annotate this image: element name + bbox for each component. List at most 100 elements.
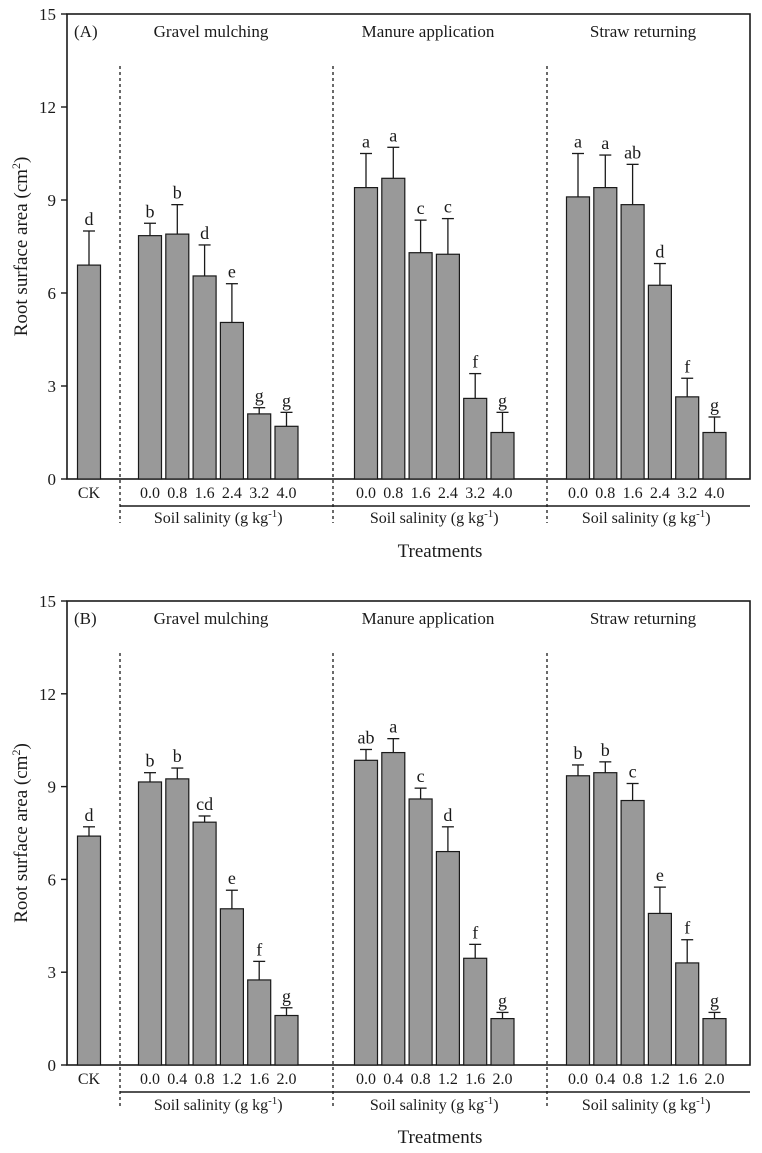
salinity-axis-label-text: Soil salinity (g kg <box>582 1097 696 1114</box>
significance-letter-g2-5: f <box>472 352 478 372</box>
x-tick-label-g3-2: 0.4 <box>595 1071 615 1088</box>
salinity-axis-label-close: ) <box>493 510 498 527</box>
significance-letter-g1-4: e <box>228 262 236 282</box>
bar-g2-1 <box>353 187 379 480</box>
bar-g1-1 <box>137 235 163 480</box>
significance-letter-g3-1: a <box>574 132 582 152</box>
significance-letter-g1-1: b <box>146 201 155 221</box>
significance-letter-g3-3: c <box>629 762 637 782</box>
bar-g3-3 <box>620 204 645 480</box>
x-tick-label-g2-2: 0.8 <box>383 485 403 502</box>
significance-letter-g1-6: g <box>282 986 291 1006</box>
x-tick-label-g2-6: 2.0 <box>493 1071 513 1088</box>
salinity-axis-label-text: Soil salinity (g kg <box>582 510 696 527</box>
bar-g1-6 <box>274 1014 299 1066</box>
significance-letter-g2-4: d <box>443 805 452 825</box>
x-tick-label-g3-6: 2.0 <box>705 1071 725 1088</box>
y-tick-label: 9 <box>48 191 57 210</box>
y-tick-label: 0 <box>48 1056 57 1075</box>
significance-letter-g3-2: a <box>601 133 609 153</box>
significance-letter-g1-2: b <box>173 183 182 203</box>
x-tick-label-g2-1: 0.0 <box>356 485 376 502</box>
salinity-axis-label-close: ) <box>705 510 710 527</box>
x-tick-label-g2-1: 0.0 <box>356 1071 376 1088</box>
significance-letter-g2-3: c <box>417 766 425 786</box>
bar-g2-2 <box>381 751 406 1066</box>
x-axis-label: Treatments <box>398 541 483 562</box>
salinity-axis-label: Soil salinity (g kg-1) <box>154 508 283 527</box>
significance-letter-g2-5: f <box>472 922 478 942</box>
salinity-axis-label-close: ) <box>277 1097 282 1114</box>
salinity-axis-label-sup: -1 <box>696 1095 705 1107</box>
salinity-axis-label-text: Soil salinity (g kg <box>370 1097 484 1114</box>
x-tick-label-g3-1: 0.0 <box>568 485 588 502</box>
bar-ck <box>76 835 102 1066</box>
x-tick-label-g1-5: 3.2 <box>249 485 269 502</box>
x-tick-label-g2-4: 1.2 <box>438 1071 458 1088</box>
y-tick-label: 15 <box>39 592 56 611</box>
significance-letter-g2-1: ab <box>358 727 375 747</box>
significance-letter-g1-1: b <box>146 751 155 771</box>
x-tick-label-g3-5: 3.2 <box>677 485 697 502</box>
significance-letter-g3-4: e <box>656 865 664 885</box>
x-tick-label-g1-2: 0.4 <box>167 1071 187 1088</box>
bar-g1-3 <box>192 275 217 480</box>
x-tick-label-g3-3: 1.6 <box>623 485 643 502</box>
y-tick-label: 15 <box>39 5 56 24</box>
x-tick-label-g1-6: 2.0 <box>277 1071 297 1088</box>
bar-g2-1 <box>353 759 379 1066</box>
x-tick-label-g1-1: 0.0 <box>140 485 160 502</box>
significance-letter-g3-6: g <box>710 395 719 415</box>
y-tick-label: 12 <box>39 685 56 704</box>
x-tick-label-g2-5: 1.6 <box>465 1071 485 1088</box>
significance-letter-g3-3: ab <box>624 142 641 162</box>
group-title: Gravel mulching <box>154 22 269 41</box>
bar-g1-5 <box>247 413 272 480</box>
significance-letter-g2-6: g <box>498 390 507 410</box>
salinity-axis-label-sup: -1 <box>696 508 705 520</box>
significance-letter-g2-6: g <box>498 990 507 1010</box>
bar-g2-5 <box>463 397 488 480</box>
y-axis-label-unit: (cm <box>11 755 32 785</box>
y-tick-label: 6 <box>48 284 57 303</box>
salinity-axis-label-sup: -1 <box>484 1095 493 1107</box>
salinity-axis-label: Soil salinity (g kg-1) <box>582 508 711 527</box>
bar-g3-1 <box>565 196 591 480</box>
bar-g3-3 <box>620 799 645 1066</box>
salinity-axis-label-sup: -1 <box>268 508 277 520</box>
x-tick-label-g1-6: 4.0 <box>277 485 297 502</box>
bar-g3-2 <box>593 187 618 480</box>
significance-letter-g2-1: a <box>362 132 370 152</box>
bar-g3-5 <box>675 962 700 1066</box>
bar-g1-2 <box>165 778 190 1066</box>
bar-g3-5 <box>675 396 700 480</box>
significance-letter-g3-2: b <box>601 740 610 760</box>
significance-letter-g1-5: g <box>255 386 264 406</box>
y-axis-label-text: Root surface area <box>11 789 32 922</box>
x-tick-label-g3-4: 1.2 <box>650 1071 670 1088</box>
x-tick-label-ck: CK <box>78 485 101 502</box>
significance-letter-g1-6: g <box>282 390 291 410</box>
y-axis-label-sup: 2 <box>9 163 23 169</box>
bar-g3-4 <box>647 284 673 480</box>
significance-letter-ck: d <box>85 805 94 825</box>
x-axis-label: Treatments <box>398 1127 483 1148</box>
significance-letter-g3-6: g <box>710 990 719 1010</box>
x-tick-label-g1-1: 0.0 <box>140 1071 160 1088</box>
salinity-axis-label-text: Soil salinity (g kg <box>154 510 268 527</box>
y-tick-label: 6 <box>48 870 57 889</box>
x-tick-label-g1-4: 1.2 <box>222 1071 242 1088</box>
bar-g2-4 <box>435 253 460 480</box>
significance-letter-g1-2: b <box>173 746 182 766</box>
panel-label: (B) <box>74 609 97 628</box>
salinity-axis-label: Soil salinity (g kg-1) <box>154 1095 283 1114</box>
panel-a: 0 3 6 9 12 15 Root surface area (cm2) (A) d CK Gra… <box>9 5 751 562</box>
x-tick-label-g1-3: 0.8 <box>195 1071 215 1088</box>
significance-letter-g1-3: cd <box>196 794 213 814</box>
group-title: Manure application <box>362 609 495 628</box>
x-tick-label-ck: CK <box>78 1071 101 1088</box>
y-tick-label: 9 <box>48 778 57 797</box>
group-title: Straw returning <box>590 609 697 628</box>
x-tick-label-g2-3: 0.8 <box>411 1071 431 1088</box>
